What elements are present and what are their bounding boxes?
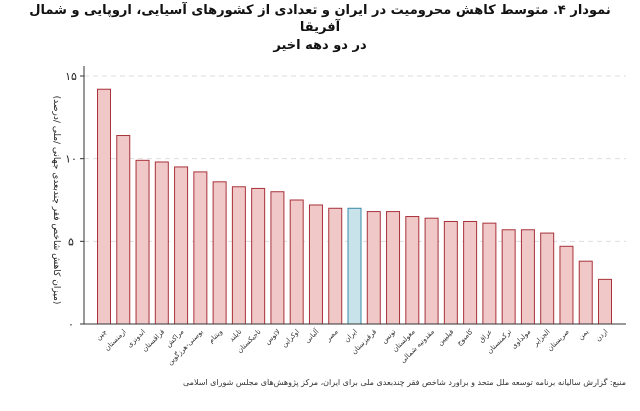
y-tick-label: ۰: [68, 318, 74, 331]
bar-25: [578, 260, 593, 325]
bar-16: [405, 216, 420, 325]
bar-10: [289, 199, 304, 325]
bar-21: [501, 229, 516, 325]
bar-23: [540, 232, 555, 325]
chart-header: نمودار ۴. متوسط کاهش محرومیت در ایران و …: [8, 2, 632, 54]
bar-5: [193, 171, 208, 325]
source-note: منبع: گزارش سالیانه برنامه توسعه ملل متح…: [182, 378, 626, 387]
x-tick-label: یمن: [576, 328, 590, 342]
chart-title: نمودار ۴. متوسط کاهش محرومیت در ایران و …: [29, 3, 611, 35]
x-tick-label: مصر: [324, 328, 340, 344]
x-tick-label: اردن: [594, 328, 609, 343]
bar-7: [231, 186, 246, 325]
bar-20: [482, 222, 497, 325]
x-tick-label: عراق: [477, 328, 494, 345]
x-tick-label: تونس: [380, 328, 397, 345]
bar-19: [463, 220, 478, 325]
x-tick-label: تایلند: [228, 328, 244, 344]
bar-26: [598, 278, 612, 325]
x-tick-label: چین: [94, 328, 108, 342]
y-tick-label: ۱۵: [65, 70, 77, 83]
x-tick-label: مولداوی: [510, 328, 533, 351]
x-tick-label: اوکراین: [280, 328, 301, 349]
bar-15: [386, 211, 401, 325]
bar-18: [443, 220, 458, 325]
x-tick-label: آلبانی: [303, 326, 321, 344]
bar-14: [366, 211, 381, 325]
x-tick-label: ویتنام: [207, 328, 224, 345]
x-tick-label: کامبوج: [455, 327, 475, 347]
bar-3: [154, 161, 169, 325]
bar-4: [174, 166, 189, 325]
x-tick-label: فیلیپین: [436, 328, 455, 347]
bar-9: [270, 191, 285, 325]
bar-12: [328, 207, 343, 325]
x-tick-label: ایران: [343, 328, 359, 344]
y-tick-label: ۵: [68, 235, 74, 248]
bar-1: [116, 135, 131, 325]
bar-11: [308, 204, 323, 325]
bar-17: [424, 217, 439, 325]
chart-subtitle: در دو دهه اخیر: [273, 38, 367, 53]
bar-13: [347, 207, 362, 325]
y-axis-label: (میزان کاهش شاخص فقر چندبعدی جهانی /ملی …: [51, 96, 61, 305]
y-tick-label: ۱۰: [65, 153, 77, 166]
bar-22: [520, 229, 535, 325]
bar-6: [212, 181, 227, 325]
bar-2: [135, 159, 150, 325]
x-tick-label: ارمنستان: [103, 328, 128, 353]
bar-8: [251, 187, 266, 325]
bar-24: [559, 245, 574, 325]
bar-0: [97, 88, 111, 325]
